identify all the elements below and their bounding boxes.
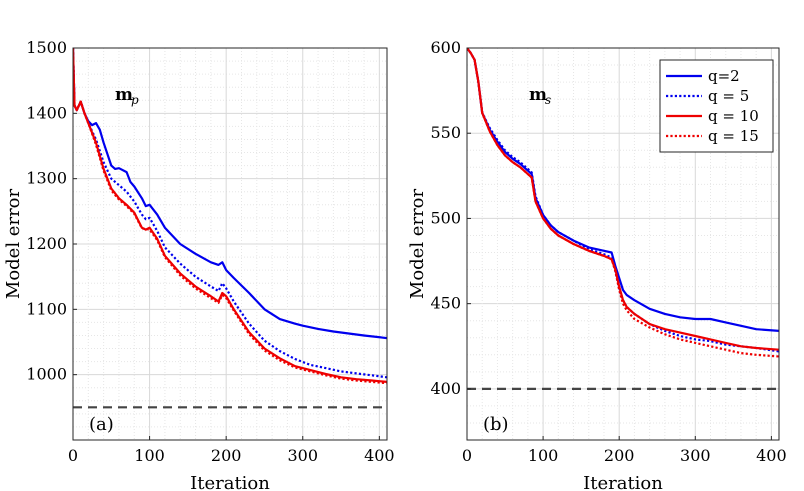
x-tick-label: 400 (364, 446, 395, 465)
y-tick-label: 1100 (26, 299, 67, 318)
panel-b: 0 100 200 300 400 400 450 500 550 600 Iteration Mod… (407, 38, 787, 491)
x-tick-label: 300 (680, 446, 711, 465)
x-tick-label: 300 (287, 446, 318, 465)
panel-tag: (a) (89, 414, 114, 435)
x-axis-label: Iteration (583, 473, 663, 491)
y-tick-label: 500 (430, 208, 461, 227)
y-axis-label: Model error (407, 188, 428, 299)
y-axis-label: Model error (3, 188, 24, 299)
y-tick-label: 1000 (26, 365, 67, 384)
y-tick-label: 1400 (26, 103, 67, 122)
axes-frame (466, 47, 780, 441)
legend-entry: q = 5 (708, 87, 749, 105)
y-tick-label: 450 (430, 294, 461, 313)
series-line-4 (73, 48, 387, 385)
x-tick-label: 100 (528, 446, 559, 465)
x-tick-label: 0 (462, 446, 472, 465)
panel-annotation-sub: p (131, 93, 139, 107)
legend-entry: q=2 (708, 67, 740, 85)
x-tick-label: 0 (68, 446, 78, 465)
panel-annotation-sub: s (545, 93, 551, 107)
x-axis-label: Iteration (190, 473, 270, 491)
series-line-4 (467, 48, 779, 358)
legend-entry: q = 15 (708, 127, 759, 145)
panel-a: 0 100 200 300 400 1000 1100 1200 1300 1400 1500 Ite… (3, 38, 395, 491)
x-tick-label: 200 (604, 446, 635, 465)
y-tick-label: 600 (430, 38, 461, 57)
x-tick-label: 400 (756, 446, 787, 465)
series-line-1 (73, 48, 387, 340)
y-tick-label: 1500 (26, 38, 67, 57)
panel-tag: (b) (483, 414, 509, 435)
y-tick-label: 400 (430, 379, 461, 398)
x-tick-label: 100 (134, 446, 165, 465)
panel-annotation: m (529, 85, 547, 105)
y-tick-label: 1200 (26, 234, 67, 253)
panel-annotation: m (115, 85, 133, 105)
legend-entry: q = 10 (708, 107, 759, 125)
y-tick-label: 550 (430, 123, 461, 142)
x-tick-label: 200 (211, 446, 242, 465)
y-tick-label: 1300 (26, 169, 67, 188)
series-line-2 (73, 48, 387, 379)
